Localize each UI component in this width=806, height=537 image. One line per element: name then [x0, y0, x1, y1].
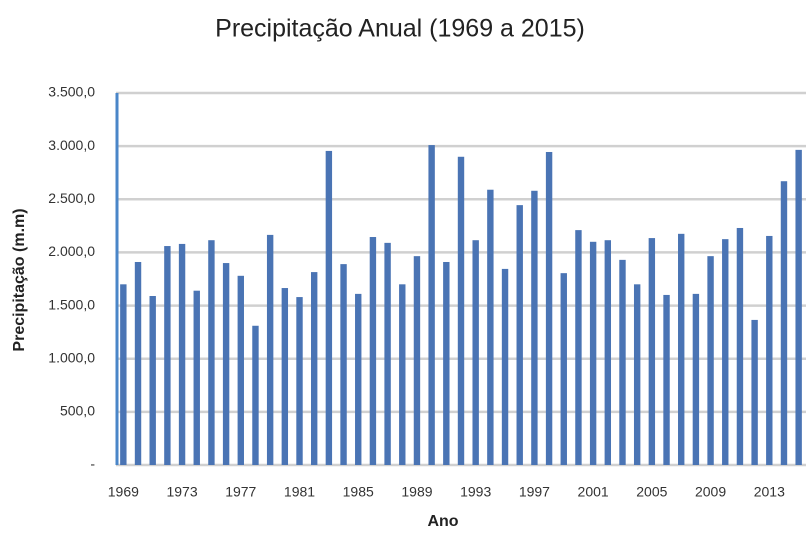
y-tick-label: 3.000,0 [48, 137, 95, 153]
bar [355, 293, 362, 465]
bar [457, 156, 465, 465]
bar [310, 272, 318, 465]
bar [560, 273, 567, 465]
bar [531, 190, 538, 466]
bar [707, 256, 714, 465]
bar [399, 284, 406, 465]
bar [222, 263, 230, 465]
y-tick-label: 2.500,0 [48, 190, 95, 206]
bar [663, 294, 670, 465]
x-tick-label: 1973 [166, 484, 197, 500]
bar [736, 227, 744, 465]
y-axis-title: Precipitação (m.m) [11, 208, 28, 351]
bar [648, 238, 656, 465]
bar [237, 275, 244, 465]
bar [692, 293, 700, 465]
x-tick-label: 1969 [108, 484, 139, 500]
bar [178, 243, 186, 465]
x-axis-title: Ano [427, 513, 458, 530]
bar [795, 149, 802, 465]
bar [589, 241, 597, 465]
bar [575, 230, 582, 465]
bar [296, 297, 303, 465]
bar [780, 181, 788, 465]
bar [164, 246, 171, 465]
bar [751, 319, 758, 465]
x-tick-label: 1985 [343, 484, 374, 500]
y-tick-label: - [90, 456, 95, 472]
bar [472, 240, 479, 465]
bar [516, 205, 523, 466]
bar [134, 261, 142, 465]
bar [678, 233, 685, 465]
bar [369, 237, 377, 465]
x-tick-label: 1977 [225, 484, 256, 500]
y-tick-label: 2.000,0 [48, 243, 95, 259]
x-tick-label: 2009 [695, 484, 726, 500]
bar [281, 288, 289, 465]
bar [266, 234, 274, 465]
bar [487, 189, 494, 465]
bar [193, 290, 200, 465]
x-tick-label: 1997 [519, 484, 550, 500]
bar [252, 325, 259, 465]
bar [120, 284, 127, 465]
bar [501, 268, 509, 465]
y-tick-label: 1.500,0 [48, 296, 95, 312]
y-tick-label: 500,0 [60, 403, 95, 419]
x-tick-label: 1981 [284, 484, 315, 500]
x-tick-label: 1989 [401, 484, 432, 500]
bar [604, 240, 612, 465]
y-tick-label: 3.500,0 [48, 84, 95, 100]
bar [428, 145, 435, 465]
bar [413, 256, 421, 465]
bar [325, 150, 333, 465]
x-tick-label: 2001 [578, 484, 609, 500]
x-tick-label: 2005 [636, 484, 667, 500]
bar [443, 261, 450, 465]
y-tick-label: 1.000,0 [48, 349, 95, 365]
bar [340, 264, 347, 465]
bar [722, 239, 729, 465]
bar [633, 284, 641, 465]
bar [149, 296, 156, 465]
bar [545, 151, 553, 465]
bar [208, 240, 215, 465]
bar [619, 259, 626, 465]
x-tick-label: 1993 [460, 484, 491, 500]
bar [766, 235, 773, 465]
chart-title: Precipitação Anual (1969 a 2015) [215, 15, 585, 43]
x-tick-label: 2013 [754, 484, 785, 500]
bar [384, 242, 391, 465]
